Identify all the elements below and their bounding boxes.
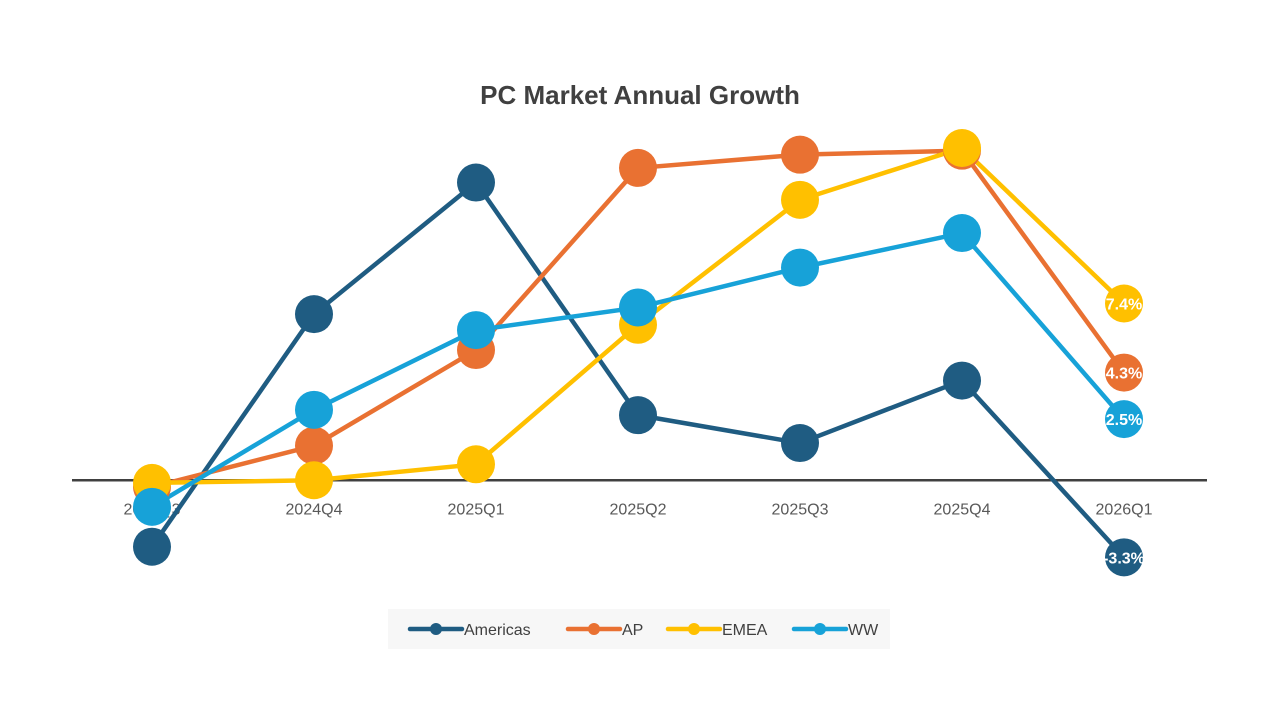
- data-point-ww: [943, 214, 981, 253]
- data-point-emea: [295, 461, 333, 500]
- legend-label-ww: WW: [848, 622, 879, 639]
- data-point-ww: [295, 390, 333, 429]
- series-lines: [149, 145, 1127, 560]
- x-tick-label: 2025Q4: [934, 501, 991, 518]
- series-line-ww: [149, 230, 1127, 510]
- legend-marker-ap: [588, 623, 600, 635]
- data-point-americas: [295, 295, 333, 334]
- data-point-ww: [1105, 400, 1143, 439]
- legend-marker-ww: [814, 623, 826, 635]
- data-point-emea: [781, 180, 819, 219]
- data-point-americas: [1105, 538, 1143, 577]
- data-point-ap: [1105, 353, 1143, 392]
- x-axis-tick-labels: 2024Q32024Q42025Q12025Q22025Q32025Q42026…: [124, 501, 1153, 518]
- legend-marker-emea: [688, 623, 700, 635]
- data-point-ap: [619, 148, 657, 187]
- data-point-ww: [619, 288, 657, 327]
- data-label-americas: -3.3%: [1103, 550, 1145, 567]
- data-point-americas: [619, 396, 657, 435]
- data-point-ap: [295, 426, 333, 465]
- legend-label-americas: Americas: [464, 622, 531, 639]
- chart-title: PC Market Annual Growth: [480, 80, 800, 110]
- series-points: [133, 129, 1143, 577]
- legend-label-ap: AP: [622, 622, 643, 639]
- data-point-americas: [457, 163, 495, 202]
- data-point-emea: [457, 445, 495, 484]
- legend: Americas AP EMEA WW: [388, 609, 890, 649]
- data-labels: -3.3% 4.3% 7.4% 2.5%: [1103, 296, 1145, 567]
- x-tick-label: 2026Q1: [1096, 501, 1153, 518]
- data-point-ww: [781, 248, 819, 287]
- data-label-emea: 7.4%: [1106, 296, 1142, 313]
- data-point-ww: [133, 487, 171, 526]
- data-label-ww: 2.5%: [1106, 412, 1142, 429]
- data-point-emea: [1105, 284, 1143, 323]
- data-point-americas: [133, 527, 171, 566]
- x-tick-label: 2025Q2: [610, 501, 667, 518]
- data-point-americas: [781, 424, 819, 463]
- x-tick-label: 2025Q3: [772, 501, 829, 518]
- x-tick-label: 2025Q1: [448, 501, 505, 518]
- data-label-ap: 4.3%: [1106, 366, 1142, 383]
- data-point-ap: [781, 135, 819, 174]
- data-point-ww: [457, 311, 495, 350]
- legend-marker-americas: [430, 623, 442, 635]
- data-point-americas: [943, 361, 981, 400]
- legend-label-emea: EMEA: [722, 622, 768, 639]
- data-point-emea: [943, 129, 981, 167]
- x-tick-label: 2024Q4: [286, 501, 343, 518]
